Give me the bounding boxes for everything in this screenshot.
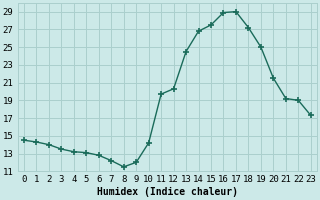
X-axis label: Humidex (Indice chaleur): Humidex (Indice chaleur) — [97, 187, 238, 197]
